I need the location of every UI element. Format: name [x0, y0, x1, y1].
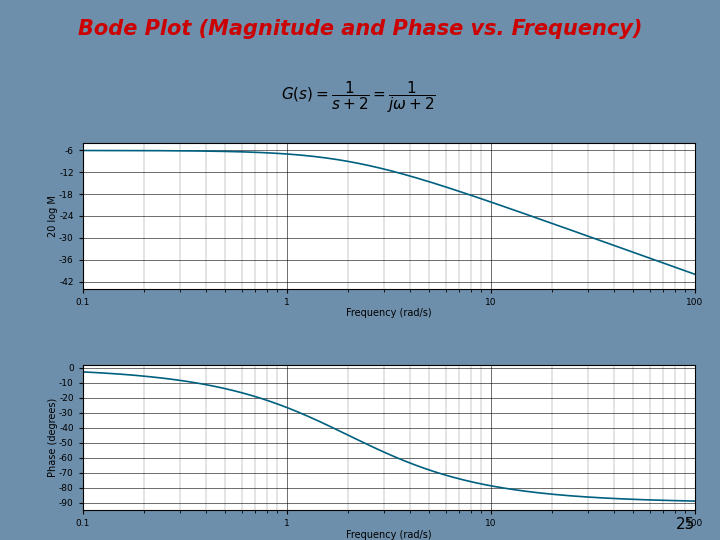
Text: $G(s) = \dfrac{1}{s+2} = \dfrac{1}{j\omega+2}$: $G(s) = \dfrac{1}{s+2} = \dfrac{1}{j\ome…: [281, 79, 436, 115]
Y-axis label: 20 log M: 20 log M: [48, 195, 58, 237]
Text: Bode Plot (Magnitude and Phase vs. Frequency): Bode Plot (Magnitude and Phase vs. Frequ…: [78, 19, 642, 39]
Y-axis label: Phase (degrees): Phase (degrees): [48, 398, 58, 477]
Text: 25: 25: [675, 517, 695, 532]
X-axis label: Frequency (rad/s): Frequency (rad/s): [346, 530, 431, 539]
X-axis label: Frequency (rad/s): Frequency (rad/s): [346, 308, 431, 318]
